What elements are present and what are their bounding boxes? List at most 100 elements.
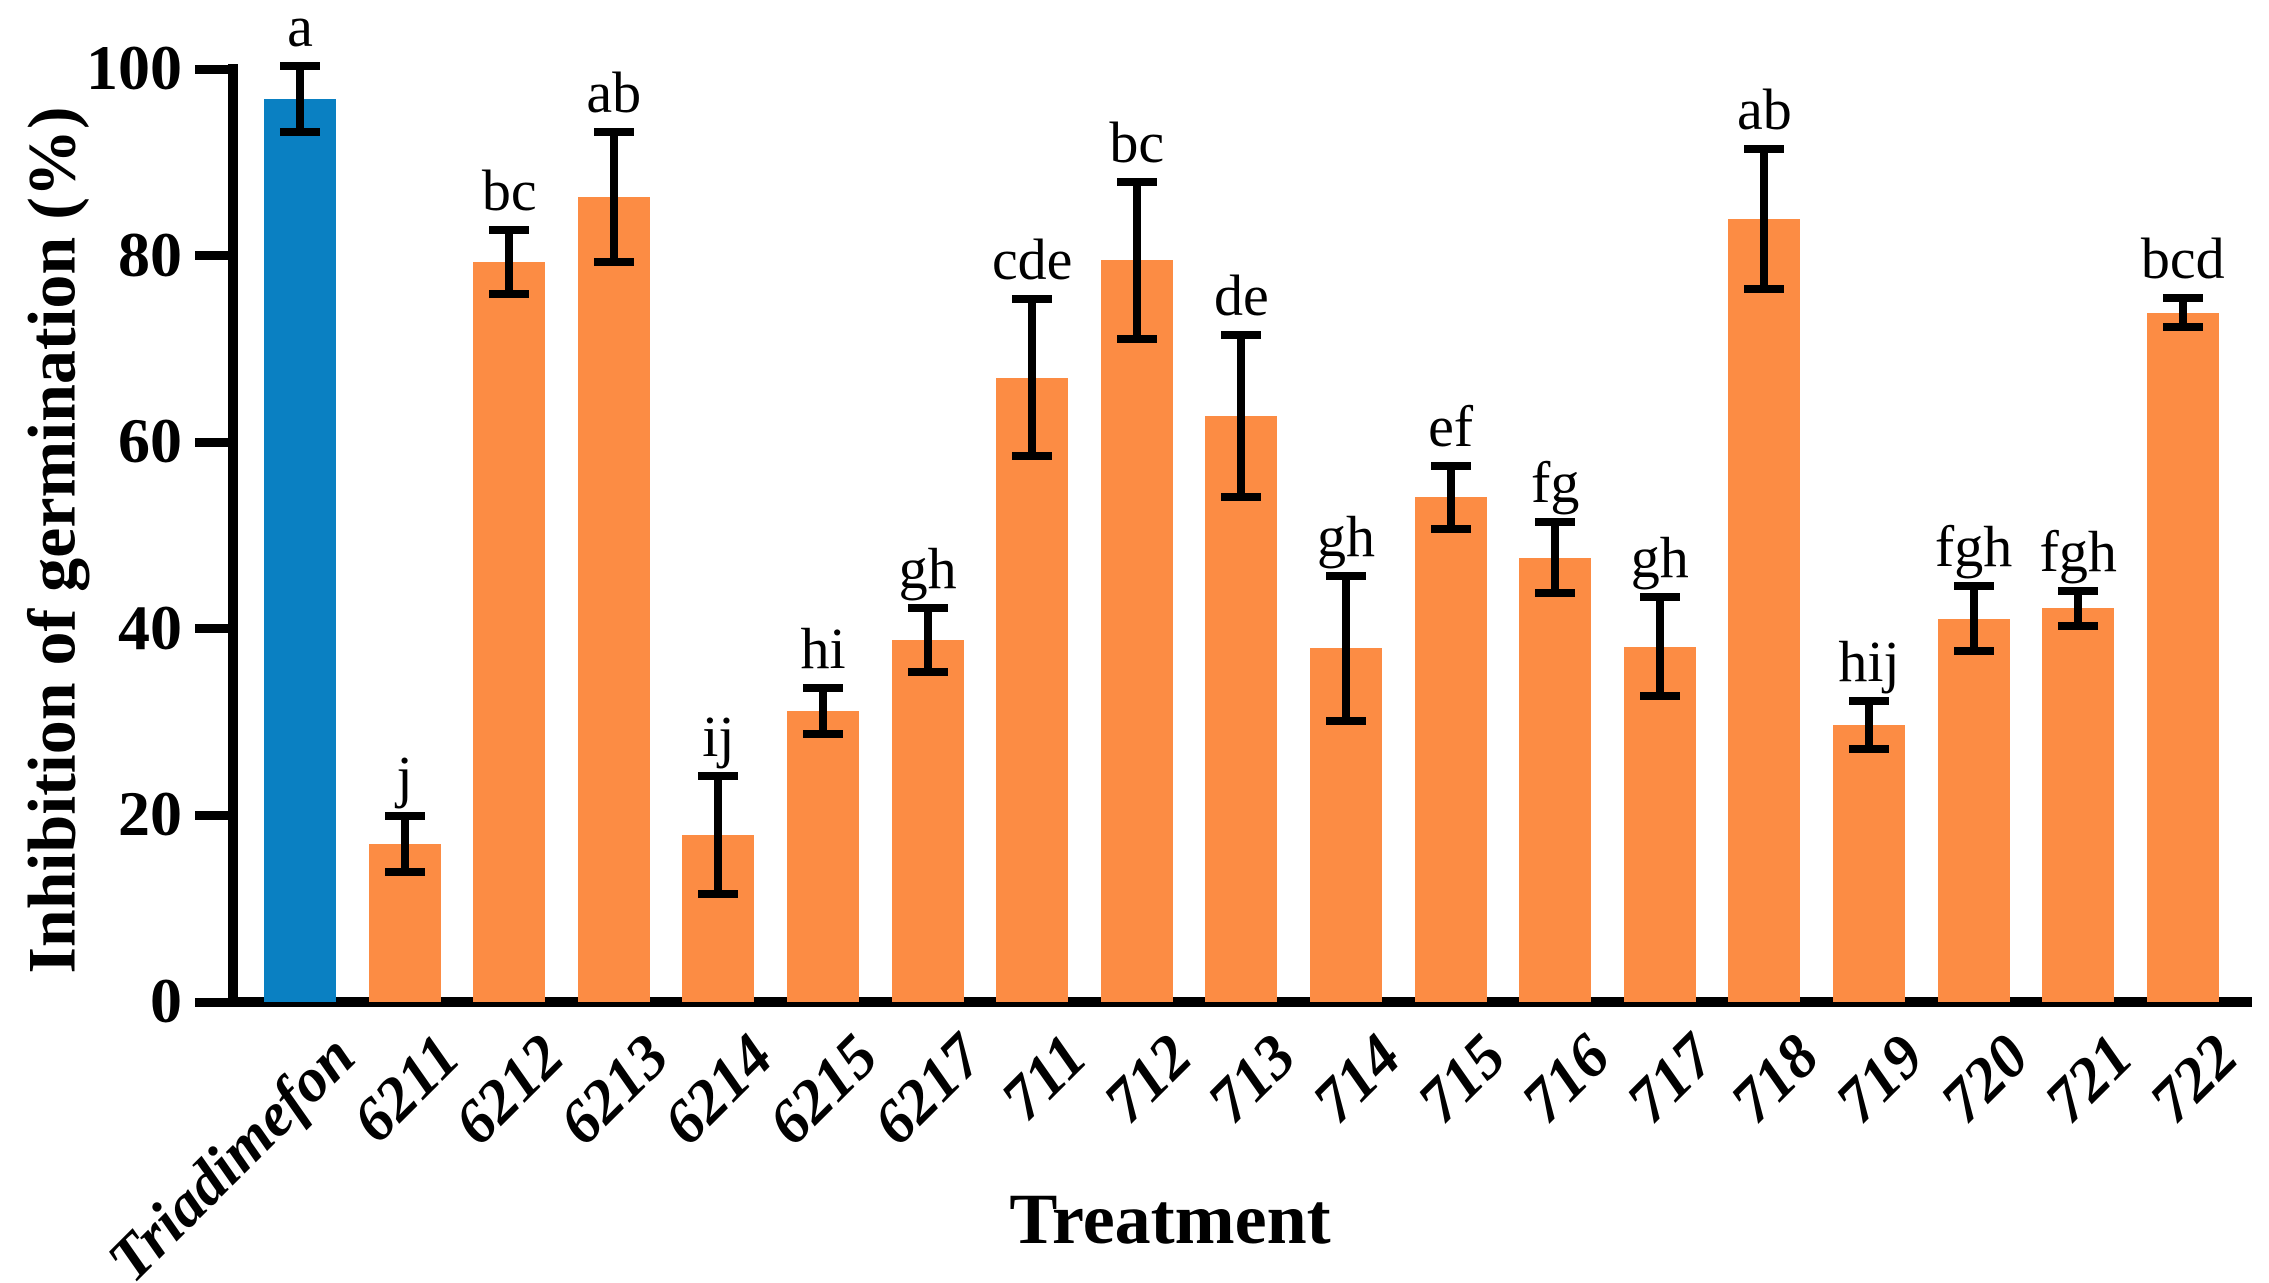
error-bar-line — [1551, 522, 1560, 594]
error-bar-cap-top — [1535, 518, 1576, 527]
error-bar-cap-top — [1221, 330, 1262, 339]
error-bar-line — [1237, 334, 1246, 498]
error-bar-cap-top — [280, 62, 320, 71]
x-axis-spine — [228, 997, 2252, 1007]
significance-letter: gh — [1630, 525, 1689, 591]
error-bar-cap-bottom — [593, 258, 634, 267]
y-tick-label: 100 — [86, 32, 182, 103]
bar — [473, 262, 546, 1002]
error-bar-cap-bottom — [1116, 334, 1157, 343]
error-bar-cap-bottom — [2162, 323, 2203, 332]
error-bar-cap-top — [1953, 581, 1994, 590]
significance-letter: ab — [586, 59, 642, 125]
error-bar-cap-bottom — [1639, 691, 1680, 700]
error-bar-cap-top — [1012, 295, 1053, 304]
error-bar-cap-bottom — [1744, 285, 1785, 294]
significance-letter: bcd — [2140, 225, 2225, 291]
error-bar-cap-top — [1639, 593, 1680, 602]
error-bar-line — [2074, 590, 2083, 626]
error-bar-line — [819, 687, 827, 735]
error-bar-cap-bottom — [1430, 524, 1471, 533]
error-bar-line — [1865, 700, 1873, 750]
y-tick — [195, 64, 231, 74]
significance-letter: hi — [800, 615, 846, 681]
error-bar-cap-bottom — [280, 127, 320, 136]
error-bar-line — [1760, 149, 1769, 290]
error-bar-cap-bottom — [1953, 647, 1994, 656]
significance-letter: bc — [481, 158, 537, 224]
significance-letter: ij — [702, 704, 735, 770]
error-bar-line — [1028, 299, 1037, 457]
bar — [1100, 260, 1173, 1002]
significance-letter: ef — [1428, 393, 1474, 459]
error-bar-line — [1655, 597, 1664, 696]
error-bar-cap-top — [2162, 293, 2203, 302]
bar — [1937, 618, 2010, 1002]
error-bar-cap-top — [384, 812, 425, 821]
bar — [577, 196, 650, 1002]
bar — [1623, 646, 1696, 1002]
error-bar-cap-top — [1326, 571, 1366, 580]
error-bar-line — [2178, 297, 2187, 328]
error-bar-cap-top — [907, 604, 948, 613]
error-bar-cap-top — [1116, 177, 1157, 186]
y-tick-label: 20 — [118, 778, 182, 850]
significance-letter: a — [287, 0, 313, 60]
error-bar-cap-bottom — [1535, 589, 1576, 598]
error-bar-cap-top — [489, 226, 530, 235]
error-bar-cap-bottom — [384, 868, 425, 877]
error-bar-line — [296, 66, 304, 132]
error-bar-line — [923, 608, 932, 672]
significance-letter: hij — [1838, 628, 1900, 694]
significance-letter: j — [396, 744, 413, 810]
error-bar-cap-top — [803, 683, 843, 692]
error-bar-cap-top — [698, 772, 739, 781]
error-bar-line — [609, 131, 618, 263]
bar — [1833, 724, 1905, 1002]
y-tick — [195, 437, 231, 447]
y-axis-spine — [228, 64, 238, 1007]
error-bar-cap-top — [1744, 145, 1785, 154]
error-bar-line — [1342, 575, 1350, 722]
bar — [2146, 312, 2219, 1002]
bar — [2042, 608, 2115, 1002]
error-bar-cap-bottom — [1012, 452, 1053, 461]
y-tick — [195, 810, 231, 820]
error-bar-cap-bottom — [803, 730, 843, 739]
y-tick-label: 60 — [118, 405, 182, 477]
error-bar-cap-bottom — [907, 667, 948, 676]
error-bar-line — [1446, 465, 1455, 529]
error-bar-cap-top — [593, 127, 634, 136]
bar — [1519, 557, 1592, 1002]
bar — [1205, 416, 1278, 1002]
significance-letter: ab — [1737, 77, 1792, 143]
error-bar-cap-bottom — [1326, 717, 1366, 726]
error-bar-cap-top — [2058, 586, 2099, 595]
significance-letter: fg — [1531, 450, 1580, 516]
significance-letter: de — [1214, 262, 1269, 328]
error-bar-cap-bottom — [2058, 622, 2099, 630]
y-tick-label: 40 — [118, 591, 182, 663]
error-bar-line — [714, 776, 723, 894]
significance-letter: fgh — [1934, 513, 2013, 579]
error-bar-line — [1969, 585, 1978, 652]
error-bar-cap-bottom — [1221, 493, 1262, 502]
y-tick — [195, 251, 231, 261]
error-bar-cap-bottom — [489, 289, 530, 298]
bar — [1414, 497, 1487, 1002]
error-bar-cap-bottom — [1849, 745, 1889, 754]
error-bar-line — [505, 230, 514, 294]
significance-letter: bc — [1109, 109, 1165, 175]
significance-letter: gh — [1317, 503, 1375, 569]
bar — [891, 639, 964, 1002]
significance-letter: gh — [898, 536, 957, 602]
y-tick — [195, 997, 231, 1007]
y-tick-label: 80 — [118, 218, 182, 290]
y-tick-label: 0 — [150, 965, 182, 1036]
x-axis-title: Treatment — [1009, 1179, 1331, 1259]
error-bar-cap-top — [1430, 461, 1471, 470]
error-bar-cap-top — [1849, 696, 1889, 705]
bar — [1728, 219, 1801, 1002]
error-bar-cap-bottom — [698, 889, 739, 898]
